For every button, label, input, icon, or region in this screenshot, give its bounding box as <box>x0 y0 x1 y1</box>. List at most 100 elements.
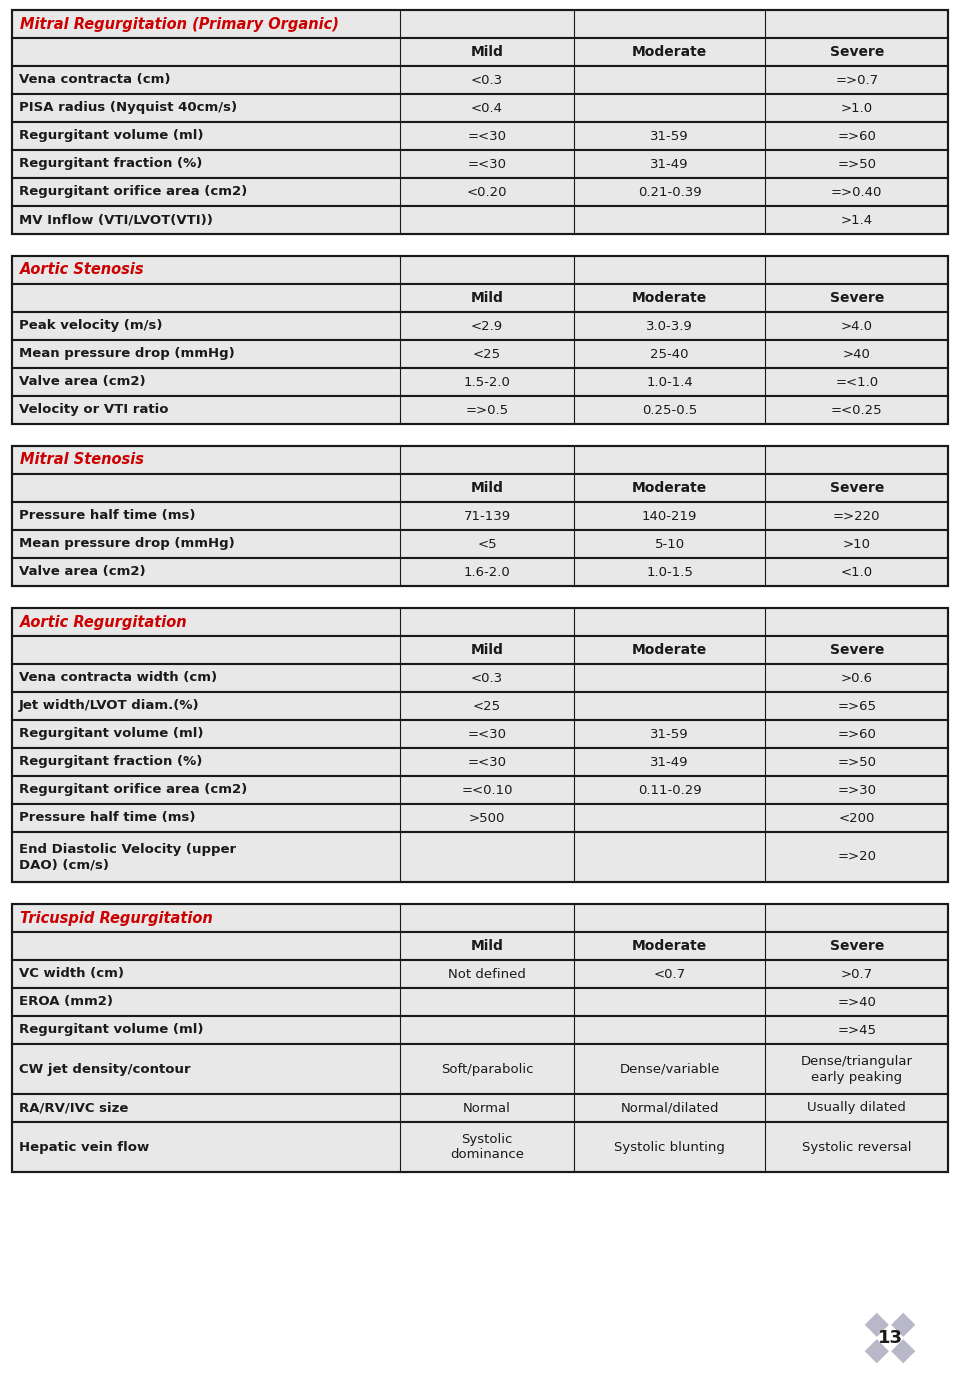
Text: =>65: =>65 <box>837 699 876 712</box>
Bar <box>12 178 948 206</box>
Text: =>0.7: =>0.7 <box>835 74 878 86</box>
Text: Aortic Stenosis: Aortic Stenosis <box>20 262 145 277</box>
Text: Regurgitant volume (ml): Regurgitant volume (ml) <box>19 130 204 142</box>
Text: =>45: =>45 <box>837 1024 876 1036</box>
Text: >500: >500 <box>468 812 505 825</box>
Bar <box>12 312 948 340</box>
Text: Regurgitant fraction (%): Regurgitant fraction (%) <box>19 157 203 170</box>
Text: 0.11-0.29: 0.11-0.29 <box>637 783 702 797</box>
Text: =<30: =<30 <box>468 157 507 170</box>
Text: Severe: Severe <box>829 939 884 953</box>
Bar <box>12 1094 948 1121</box>
Text: Mild: Mild <box>470 291 503 305</box>
Text: 71-139: 71-139 <box>464 510 511 522</box>
Text: =>0.5: =>0.5 <box>466 404 509 417</box>
Polygon shape <box>891 1312 915 1337</box>
Bar <box>12 988 948 1015</box>
Text: =<0.10: =<0.10 <box>461 783 513 797</box>
Text: >1.4: >1.4 <box>841 213 873 227</box>
Text: Pressure half time (ms): Pressure half time (ms) <box>19 510 196 522</box>
Bar <box>12 960 948 988</box>
Text: 31-59: 31-59 <box>650 130 689 142</box>
Text: End Diastolic Velocity (upper
DAO) (cm/s): End Diastolic Velocity (upper DAO) (cm/s… <box>19 843 236 872</box>
Text: =<30: =<30 <box>468 755 507 769</box>
Text: Jet width/LVOT diam.(%): Jet width/LVOT diam.(%) <box>19 699 200 712</box>
Text: <25: <25 <box>473 347 501 361</box>
Bar <box>12 340 948 368</box>
Text: Normal: Normal <box>463 1102 511 1114</box>
Text: 31-59: 31-59 <box>650 727 689 741</box>
Bar <box>12 692 948 720</box>
Bar <box>12 529 948 559</box>
Text: Severe: Severe <box>829 481 884 495</box>
Bar <box>12 748 948 776</box>
Text: Regurgitant fraction (%): Regurgitant fraction (%) <box>19 755 203 769</box>
Text: 25-40: 25-40 <box>650 347 688 361</box>
Text: >0.6: >0.6 <box>841 671 873 684</box>
Text: 1.6-2.0: 1.6-2.0 <box>464 566 511 578</box>
Text: <0.3: <0.3 <box>471 74 503 86</box>
Text: 0.25-0.5: 0.25-0.5 <box>642 404 697 417</box>
Text: MV Inflow (VTI/LVOT(VTI)): MV Inflow (VTI/LVOT(VTI)) <box>19 213 213 227</box>
Text: 1.0-1.4: 1.0-1.4 <box>646 376 693 389</box>
Text: Vena contracta (cm): Vena contracta (cm) <box>19 74 171 86</box>
Bar <box>12 607 948 882</box>
Text: =>60: =>60 <box>837 727 876 741</box>
Bar <box>12 10 948 234</box>
Text: Usually dilated: Usually dilated <box>807 1102 906 1114</box>
Polygon shape <box>865 1312 889 1337</box>
Bar <box>12 256 948 423</box>
Bar <box>12 368 948 396</box>
Text: Mean pressure drop (mmHg): Mean pressure drop (mmHg) <box>19 538 235 550</box>
Text: >4.0: >4.0 <box>841 319 873 333</box>
Text: <200: <200 <box>838 812 875 825</box>
Text: 1.0-1.5: 1.0-1.5 <box>646 566 693 578</box>
Text: Dense/variable: Dense/variable <box>619 1063 720 1075</box>
Text: Severe: Severe <box>829 45 884 59</box>
Bar <box>12 446 948 474</box>
Text: <0.20: <0.20 <box>467 185 507 198</box>
Bar <box>12 10 948 38</box>
Bar <box>12 904 948 932</box>
Text: Peak velocity (m/s): Peak velocity (m/s) <box>19 319 162 333</box>
Text: 0.21-0.39: 0.21-0.39 <box>637 185 702 198</box>
Text: EROA (mm2): EROA (mm2) <box>19 996 113 1009</box>
Text: 3.0-3.9: 3.0-3.9 <box>646 319 693 333</box>
Text: <2.9: <2.9 <box>471 319 503 333</box>
Text: Tricuspid Regurgitation: Tricuspid Regurgitation <box>20 911 213 925</box>
Bar <box>12 776 948 804</box>
Text: PISA radius (Nyquist 40cm/s): PISA radius (Nyquist 40cm/s) <box>19 102 237 114</box>
Text: =<0.25: =<0.25 <box>831 404 882 417</box>
Text: Hepatic vein flow: Hepatic vein flow <box>19 1141 149 1153</box>
Text: Normal/dilated: Normal/dilated <box>620 1102 719 1114</box>
Text: Systolic reversal: Systolic reversal <box>802 1141 911 1153</box>
Bar <box>12 150 948 178</box>
Bar <box>12 93 948 123</box>
Text: =<30: =<30 <box>468 727 507 741</box>
Bar <box>12 1015 948 1043</box>
Text: =>0.40: =>0.40 <box>831 185 882 198</box>
Text: 140-219: 140-219 <box>642 510 697 522</box>
Bar <box>12 446 948 586</box>
Text: =<30: =<30 <box>468 130 507 142</box>
Bar <box>12 65 948 93</box>
Text: Dense/triangular
early peaking: Dense/triangular early peaking <box>801 1055 913 1084</box>
Text: Regurgitant orifice area (cm2): Regurgitant orifice area (cm2) <box>19 783 248 797</box>
Text: =<1.0: =<1.0 <box>835 376 878 389</box>
Text: Valve area (cm2): Valve area (cm2) <box>19 376 146 389</box>
Text: Mild: Mild <box>470 939 503 953</box>
Text: Mean pressure drop (mmHg): Mean pressure drop (mmHg) <box>19 347 235 361</box>
Text: Mild: Mild <box>470 644 503 657</box>
Text: =>50: =>50 <box>837 157 876 170</box>
Bar <box>12 559 948 586</box>
Bar <box>12 932 948 960</box>
Text: Moderate: Moderate <box>632 481 708 495</box>
Text: =>40: =>40 <box>837 996 876 1009</box>
Text: >0.7: >0.7 <box>841 968 873 981</box>
Bar <box>12 474 948 501</box>
Text: Valve area (cm2): Valve area (cm2) <box>19 566 146 578</box>
Text: >1.0: >1.0 <box>841 102 873 114</box>
Bar <box>12 1043 948 1094</box>
Bar <box>12 637 948 664</box>
Text: CW jet density/contour: CW jet density/contour <box>19 1063 191 1075</box>
